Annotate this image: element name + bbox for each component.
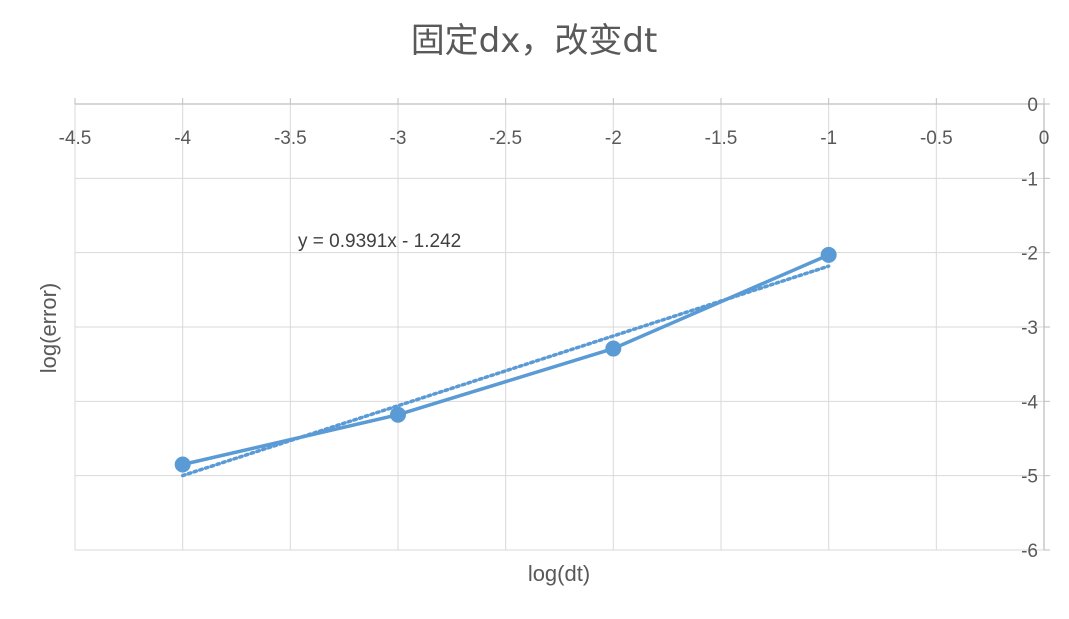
x-axis-title: log(dt): [528, 561, 590, 586]
data-point: [820, 246, 837, 263]
data-point: [390, 406, 406, 423]
chart-title: 固定dx，改变dt: [411, 21, 658, 61]
x-tick-label: -4.5: [59, 128, 92, 149]
x-tick-label: -0.5: [920, 128, 953, 149]
y-tick-label: -5: [1021, 467, 1038, 488]
y-axis-title: log(error): [36, 283, 61, 373]
x-tick-label: -3.5: [274, 128, 307, 149]
x-tick-label: -1.5: [705, 128, 738, 149]
x-tick-label: -3: [390, 128, 407, 149]
y-tick-label: -1: [1021, 169, 1038, 190]
x-tick-label: 0: [1039, 128, 1050, 149]
x-tick-label: -2.5: [489, 128, 522, 149]
y-tick-label: -6: [1021, 541, 1038, 562]
y-tick-label: -3: [1021, 318, 1038, 339]
data-point: [605, 340, 622, 357]
x-tick-label: -2: [605, 128, 622, 149]
trendline-equation: y = 0.9391x - 1.242: [298, 231, 461, 252]
y-tick-label: -4: [1021, 392, 1038, 413]
tick-labels: -4.5 -4 -3.5 -3 -2.5 -2 -1.5 -1 -0.5 00-1-2-3-4-5…: [59, 95, 1050, 562]
data-point: [174, 456, 191, 473]
series: [174, 246, 837, 473]
y-tick-label: -2: [1021, 244, 1038, 265]
gridlines: [74, 104, 1044, 551]
x-tick-label: -1: [820, 128, 837, 149]
y-tick-label: 0: [1027, 95, 1038, 116]
x-tick-label: -4: [174, 128, 191, 149]
series-line: [182, 253, 830, 467]
axes: [74, 98, 1050, 551]
